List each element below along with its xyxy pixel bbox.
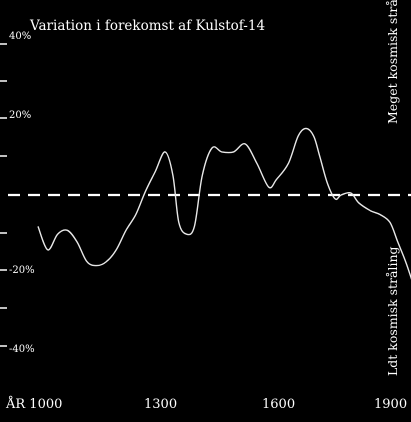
y-tick-labels: 40% 20% -20% -40% [9,31,35,355]
y-tick-label: -40% [9,344,35,355]
x-tick-label: ÅR 1000 [5,396,62,412]
annotation-high: Meget kosmisk stråling [385,0,400,124]
series-line [37,127,411,280]
y-tick-label: 40% [9,31,31,42]
x-tick-label: 1900 [374,397,407,412]
annotation-low: Ldt kosmisk stråling [385,246,400,376]
y-tick-label: -20% [9,265,35,276]
x-tick-labels: ÅR 1000 1300 1600 1900 [5,396,407,412]
chart-title: Variation i forekomst af Kulstof-14 [29,18,265,34]
x-tick-label: 1600 [262,397,295,412]
x-tick-label: 1300 [144,397,177,412]
tick-marks [0,43,7,347]
y-tick-label: 20% [9,110,31,121]
